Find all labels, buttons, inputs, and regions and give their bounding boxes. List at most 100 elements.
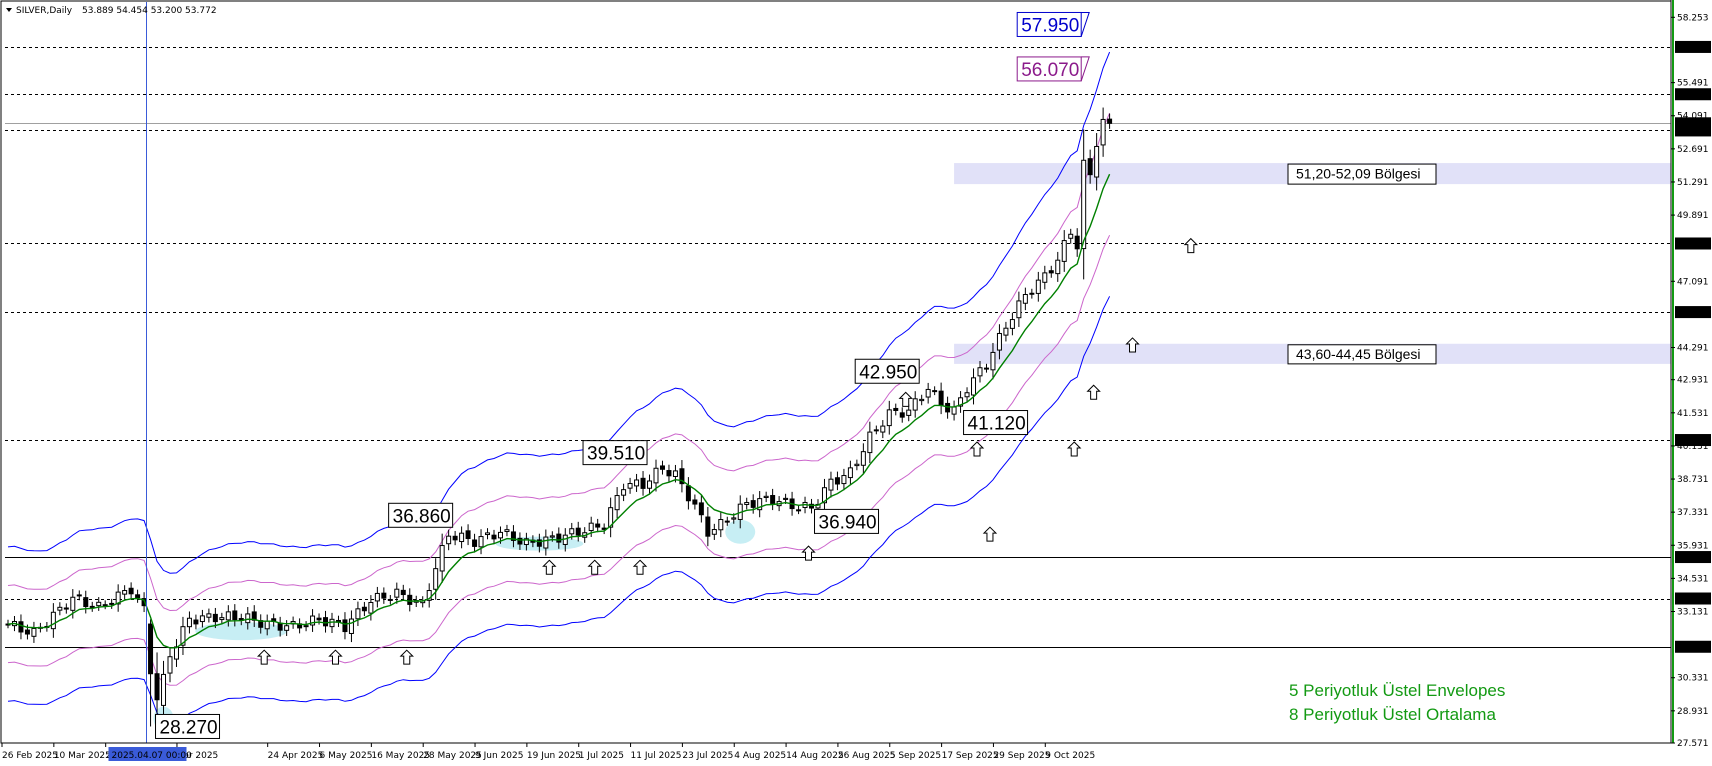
callout-label: 56.070 (1021, 60, 1079, 81)
date-tick-label: 9 Oct 2025 (1045, 751, 1095, 761)
up-arrow-icon (1086, 384, 1101, 400)
candle-body (24, 629, 30, 635)
candle-body (407, 594, 413, 605)
candle-body (83, 597, 89, 608)
envelope-line (7, 234, 1111, 686)
candle-body (958, 397, 964, 407)
date-tick-label: 10 Mar 2025 (54, 751, 111, 761)
level-price-tag (1675, 88, 1711, 101)
candle-body (847, 467, 853, 479)
callout-label: 36.940 (819, 512, 877, 533)
chart-menu-triangle-icon[interactable] (6, 8, 12, 12)
level-price-tag (1675, 237, 1711, 250)
up-arrow-icon (898, 391, 913, 407)
candle-body (323, 617, 329, 627)
date-tick-label: 29 Sep 2025 (993, 751, 1050, 761)
up-arrow-icon (256, 649, 272, 665)
candle-body (348, 618, 354, 634)
callout-label: 28.270 (160, 717, 218, 738)
up-arrow-icon (1183, 237, 1199, 254)
date-tick-label: 1 Jul 2025 (579, 751, 624, 761)
up-arrow-icon (587, 559, 602, 575)
level-price-label: 48.690 (1677, 239, 1709, 249)
candle-body (186, 617, 192, 628)
price-tick-label: 47.091 (1677, 277, 1709, 287)
date-tick-label: 14 Aug 2025 (786, 751, 844, 761)
level-price-label: 45.790 (1677, 308, 1709, 318)
date-tick-label: 4 Aug 2025 (734, 751, 786, 761)
candle-body (854, 463, 860, 467)
candle-body (57, 606, 63, 611)
price-tick-label: 58.253 (1677, 13, 1709, 23)
zone-label-box (1287, 344, 1437, 365)
candle-body (750, 500, 756, 508)
candle-body (977, 367, 983, 377)
level-price-tag (1675, 640, 1711, 653)
price-tick-label: 42.931 (1677, 376, 1709, 386)
candle-body (193, 619, 199, 625)
callout-box (1016, 11, 1082, 37)
callout-label: 39.510 (587, 444, 645, 465)
date-tick-label: 24 Apr 2025 (268, 751, 324, 761)
candle-body (1003, 327, 1009, 336)
envelope-line (7, 112, 1111, 612)
callout-pointer (1080, 56, 1090, 82)
up-arrow-icon (399, 649, 414, 665)
candle-body (361, 606, 367, 612)
up-arrow-icon (1066, 441, 1082, 457)
date-tick-label: 23 Jul 2025 (682, 751, 733, 761)
candle-body (225, 611, 231, 621)
candle-body (698, 502, 704, 516)
ema-line (7, 173, 1111, 649)
date-tick-label: 11 Jul 2025 (631, 751, 682, 761)
candle-body (102, 604, 108, 607)
level-price-label: 40.380 (1677, 436, 1709, 446)
candle-body (76, 594, 82, 597)
candle-body (433, 568, 439, 590)
price-tick-label: 52.691 (1677, 145, 1709, 155)
candle-body (245, 613, 251, 624)
ema-layer (7, 173, 1111, 649)
date-tick-label: 19 Jun 2025 (527, 751, 581, 761)
candle-body (653, 467, 659, 484)
candle-body (1061, 240, 1067, 262)
candle-body (621, 489, 627, 496)
callout-pointer (1080, 11, 1090, 37)
candle-body (951, 406, 957, 415)
candle-body (1074, 235, 1080, 250)
candle-body (1100, 118, 1106, 146)
candle-body (452, 535, 458, 541)
price-tick-label: 49.891 (1677, 211, 1709, 221)
candle-body (893, 407, 899, 411)
candle-body (50, 611, 56, 630)
candle-body (310, 615, 316, 626)
candle-body (588, 522, 594, 532)
crosshair-date-tag (108, 747, 187, 761)
candle-body (971, 377, 977, 396)
symbol-label: SILVER,Daily (16, 6, 73, 16)
price-tick-label: 37.331 (1677, 508, 1709, 518)
callout-label: 42.950 (859, 362, 917, 383)
price-tick-label: 34.531 (1677, 574, 1709, 584)
level-price-tag (1675, 124, 1711, 137)
candle-body (109, 602, 115, 605)
up-arrow-icon (542, 559, 557, 575)
candle-body (575, 527, 581, 536)
candle-body (711, 529, 717, 535)
zone-label-box (1287, 163, 1437, 185)
price-tick-label: 41.531 (1677, 409, 1709, 419)
level-price-label: 35.433 (1677, 553, 1709, 563)
ohlc-readout: 53.889 54.454 53.200 53.772 (82, 6, 217, 16)
candle-body (459, 532, 465, 543)
candle-body (932, 390, 938, 393)
level-price-tag (1675, 306, 1711, 319)
zones-layer (954, 163, 1671, 365)
candle-body (18, 621, 24, 633)
price-tick-label: 55.491 (1677, 79, 1709, 89)
candle-body (608, 507, 614, 528)
date-tick-label: 26 Aug 2025 (838, 751, 896, 761)
candle-body (485, 532, 491, 536)
candle-body (251, 611, 257, 621)
candle-body (705, 516, 711, 537)
